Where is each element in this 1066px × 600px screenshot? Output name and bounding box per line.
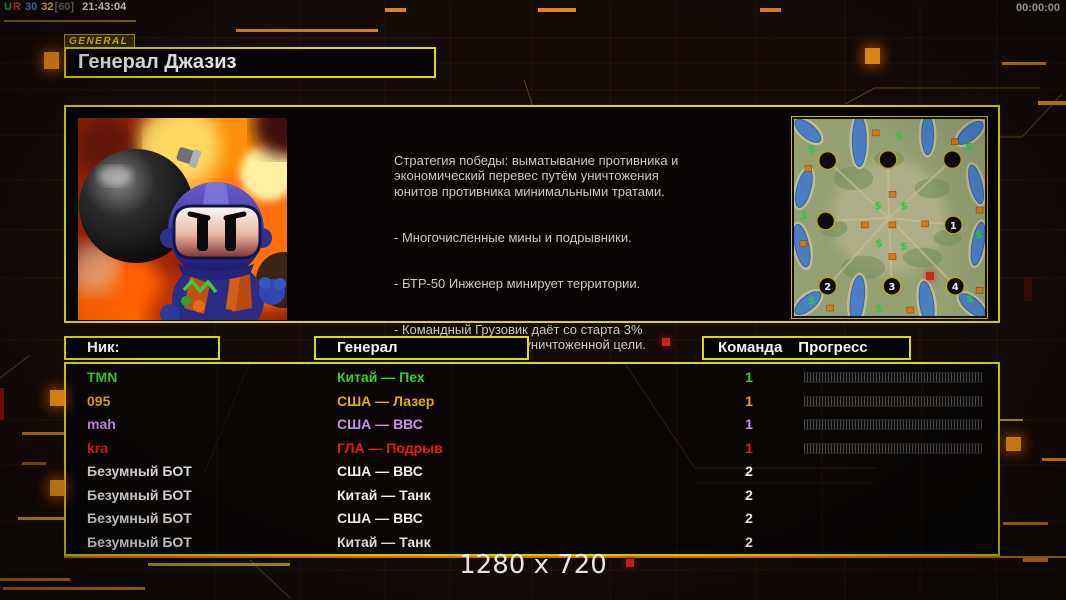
player-general: ГЛА — Подрыв xyxy=(337,439,443,456)
column-header-general: Генерал xyxy=(314,336,529,360)
svg-text:$: $ xyxy=(808,143,816,156)
player-nick: Безумный БОТ xyxy=(87,510,192,526)
stats-cap: [60] xyxy=(54,1,75,13)
table-row: mah США — ВВС 1 xyxy=(66,413,998,437)
table-row: kra ГЛА — Подрыв 1 xyxy=(66,437,998,461)
column-header-nick: Ник: xyxy=(64,336,220,360)
svg-text:$: $ xyxy=(965,140,973,153)
player-nick: Безумный БОТ xyxy=(87,486,192,503)
player-general: США — ВВС xyxy=(337,510,423,526)
players-rows: TMN Китай — Пех 1 095 США — Лазер 1 mah … xyxy=(66,364,998,554)
table-row: Безумный БОТ Китай — Танк 2 xyxy=(66,484,998,508)
player-team: 1 xyxy=(745,369,753,385)
stats-letter-r: R xyxy=(12,1,21,13)
general-portrait xyxy=(78,118,287,320)
player-nick: Безумный БОТ xyxy=(87,463,192,479)
decor-square xyxy=(50,390,64,406)
player-nick: mah xyxy=(87,416,116,432)
svg-text:$: $ xyxy=(875,237,883,250)
player-general: США — Лазер xyxy=(337,392,435,409)
svg-text:$: $ xyxy=(895,129,903,142)
decor-square xyxy=(865,48,880,64)
minimap-start-positions: 1 2 3 4 xyxy=(816,149,965,296)
table-underline xyxy=(64,556,1066,558)
general-tab-label: GENERAL xyxy=(64,34,136,49)
player-team: 2 xyxy=(745,533,753,550)
player-progress-bar xyxy=(804,372,982,383)
match-timer: 00:00:00 xyxy=(1015,2,1060,14)
player-team: 1 xyxy=(745,416,753,432)
table-row: TMN Китай — Пех 1 xyxy=(66,366,998,390)
player-team: 2 xyxy=(745,510,753,526)
player-general: Китай — Пех xyxy=(337,369,425,385)
player-progress-bar xyxy=(804,395,982,407)
general-name-title: Генерал Джазиз xyxy=(64,47,436,78)
decor-square xyxy=(50,480,64,496)
svg-text:$: $ xyxy=(966,292,974,305)
svg-text:$: $ xyxy=(800,209,808,222)
strategy-point: - Многочисленные мины и подрывники. xyxy=(394,229,632,245)
decor-square-red xyxy=(662,338,670,346)
svg-text:$: $ xyxy=(875,302,883,315)
resolution-label: 1280 x 720 xyxy=(459,550,607,580)
table-row: Безумный БОТ США — ВВС 2 xyxy=(66,507,998,531)
start-position-4: 4 xyxy=(952,282,959,293)
debug-stats: UR 30 32[60] 21:43:04 xyxy=(4,1,127,13)
column-header-team: Команда xyxy=(718,339,783,356)
stats-frames: 32 xyxy=(41,1,54,13)
table-row: Безумный БОТ Китай — Танк 2 xyxy=(66,531,998,555)
svg-text:$: $ xyxy=(874,199,882,212)
column-header-team-progress: Команда Прогресс xyxy=(702,336,911,360)
stats-fps: 30 xyxy=(24,1,38,13)
player-general: Китай — Танк xyxy=(337,486,431,503)
svg-text:$: $ xyxy=(808,294,816,307)
player-general: США — ВВС xyxy=(337,416,423,432)
minimap: $ $ $ $ $ $ $ $ $ $ $ $ 1 2 xyxy=(791,116,988,319)
svg-text:$: $ xyxy=(900,199,908,212)
minimap-supply-icons: $ $ $ $ $ $ $ $ $ $ $ $ xyxy=(800,129,983,315)
decor-square-red xyxy=(626,559,634,567)
start-position-2: 2 xyxy=(824,282,831,293)
player-team: 1 xyxy=(745,439,753,456)
column-header-progress: Прогресс xyxy=(798,339,868,356)
players-table: TMN Китай — Пех 1 095 США — Лазер 1 mah … xyxy=(64,362,1000,556)
stats-time: 21:43:04 xyxy=(82,1,127,13)
player-nick: kra xyxy=(87,439,109,456)
svg-text:$: $ xyxy=(900,240,908,253)
decor-square-red xyxy=(926,272,934,280)
player-team: 2 xyxy=(745,486,753,503)
player-nick: TMN xyxy=(87,369,118,385)
decor-square xyxy=(44,52,59,69)
player-nick: Безумный БОТ xyxy=(87,533,192,550)
strategy-intro: Стратегия победы: выматывание противника… xyxy=(394,152,679,199)
strategy-point: - БТР-50 Инженер минирует территории. xyxy=(394,275,641,291)
player-team: 2 xyxy=(745,463,753,479)
general-info-panel: Стратегия победы: выматывание противника… xyxy=(64,105,1000,352)
table-row: 095 США — Лазер 1 xyxy=(66,390,998,414)
player-progress-bar xyxy=(804,419,982,430)
player-nick: 095 xyxy=(87,392,111,409)
player-progress-bar xyxy=(804,442,982,454)
player-team: 1 xyxy=(745,392,753,409)
start-position-1: 1 xyxy=(950,221,957,232)
table-row: Безумный БОТ США — ВВС 2 xyxy=(66,460,998,484)
svg-text:$: $ xyxy=(975,228,983,241)
player-general: Китай — Танк xyxy=(337,533,431,550)
decor-square xyxy=(1006,437,1021,451)
start-position-3: 3 xyxy=(889,282,896,293)
stats-letter-u: U xyxy=(4,1,12,13)
minimap-buildings xyxy=(799,129,984,314)
player-general: США — ВВС xyxy=(337,463,423,479)
